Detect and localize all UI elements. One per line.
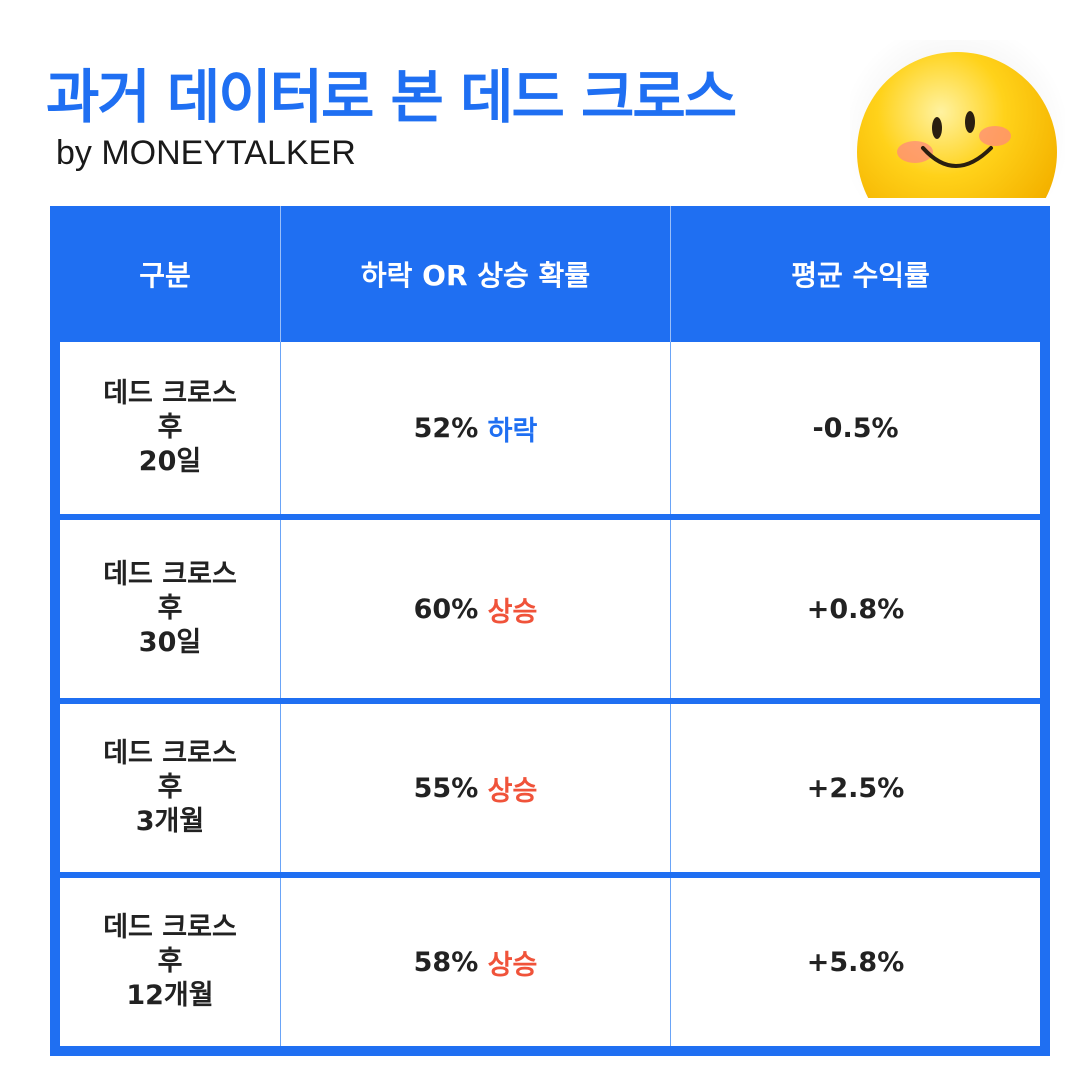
smiling-face-emoji-icon: [850, 40, 1065, 198]
page-title: 과거 데이터로 본 데드 크로스: [46, 63, 737, 131]
column-header-average-return: 평균 수익률: [791, 259, 930, 292]
probability-value: 55%: [413, 772, 479, 804]
average-return-cell: +2.5%: [806, 772, 905, 804]
column-header-category: 구분: [50, 206, 281, 342]
table-row: 데드 크로스 후 20일 52% 하락 -0.5%: [60, 342, 1040, 514]
row-label-line: 데드 크로스: [103, 738, 237, 769]
direction-label: 상승: [487, 775, 538, 807]
table-row: 데드 크로스 후 30일 60% 상승 +0.8%: [60, 520, 1040, 698]
row-label: 데드 크로스 후 30일: [60, 520, 281, 698]
column-header-probability: 하락 OR 상승 확률: [281, 206, 671, 342]
row-label-line: 후: [157, 946, 183, 977]
probability-cell: 58% 상승: [281, 878, 671, 1046]
probability-value: 60%: [413, 593, 479, 625]
row-label: 데드 크로스 후 12개월: [60, 878, 281, 1046]
row-label-line: 30일: [138, 627, 202, 658]
row-label: 데드 크로스 후 20일: [60, 342, 281, 514]
row-label-line: 후: [157, 412, 183, 443]
table-row: 데드 크로스 후 3개월 55% 상승 +2.5%: [60, 704, 1040, 872]
direction-label: 하락: [487, 415, 538, 447]
dead-cross-table: 구분 하락 OR 상승 확률 평균 수익률 데드 크로스 후 20일 52% 하…: [50, 206, 1050, 1056]
probability-cell: 55% 상승: [281, 704, 671, 872]
row-label-line: 12개월: [126, 980, 214, 1011]
row-label-line: 데드 크로스: [103, 559, 237, 590]
byline: by MONEYTALKER: [56, 134, 356, 172]
row-label-line: 데드 크로스: [103, 378, 237, 409]
row-label-line: 후: [157, 772, 183, 803]
average-return-cell: +5.8%: [806, 946, 905, 978]
direction-label: 상승: [487, 596, 538, 628]
probability-value: 58%: [413, 946, 479, 978]
row-label-line: 3개월: [135, 806, 205, 837]
row-label-line: 후: [157, 593, 183, 624]
average-return-cell: +0.8%: [806, 593, 905, 625]
probability-value: 52%: [413, 412, 479, 444]
probability-cell: 60% 상승: [281, 520, 671, 698]
probability-cell: 52% 하락: [281, 342, 671, 514]
table-row: 데드 크로스 후 12개월 58% 상승 +5.8%: [60, 878, 1040, 1046]
row-label: 데드 크로스 후 3개월: [60, 704, 281, 872]
average-return-cell: -0.5%: [812, 412, 899, 444]
row-label-line: 데드 크로스: [103, 912, 237, 943]
direction-label: 상승: [487, 949, 538, 981]
row-label-line: 20일: [138, 446, 202, 477]
